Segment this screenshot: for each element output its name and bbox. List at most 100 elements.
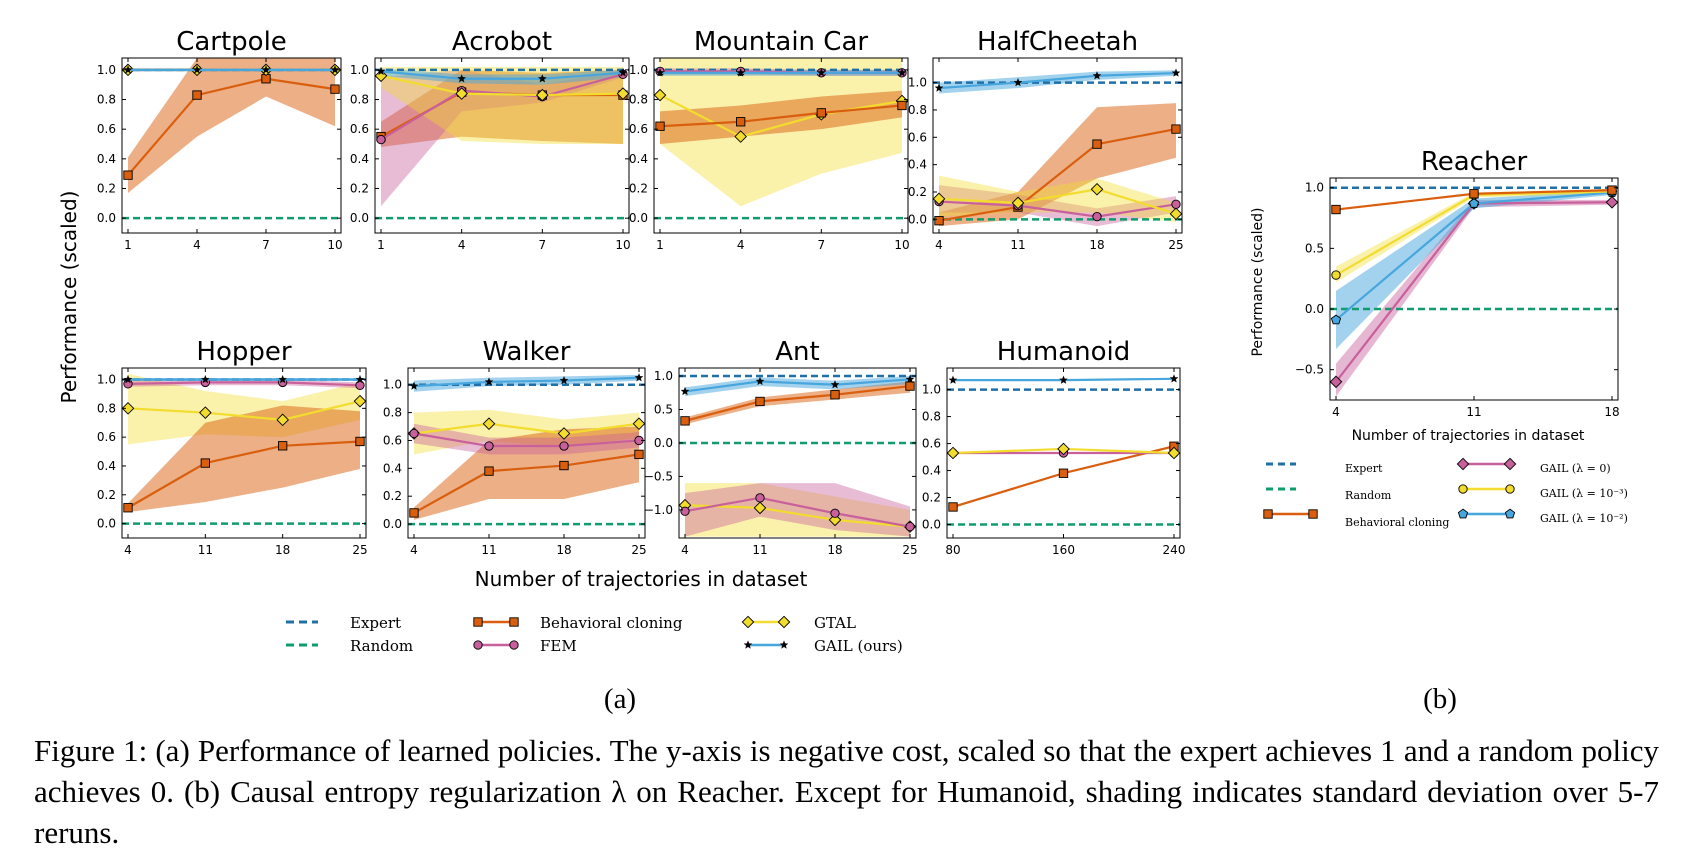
ytick-label-humanoid: 0.4 (922, 464, 941, 478)
point-l2-reacher (1330, 314, 1342, 325)
legend-marker-fem (1456, 457, 1470, 471)
ytick-label-cartpole: 0.0 (97, 211, 116, 225)
point-gail-mountain-car (897, 68, 907, 77)
ytick-label-humanoid: 0.0 (922, 518, 941, 532)
legend-a-bc-swatch (473, 617, 519, 627)
series-line-gtal-hopper (127, 400, 361, 421)
plot-area-walker (408, 373, 645, 526)
xtick-label-halfcheetah: 11 (1010, 238, 1025, 252)
chart-title-hopper: Hopper (196, 337, 291, 367)
point-bc-hopper (123, 503, 133, 513)
series-line-bc-ant (684, 384, 911, 422)
band-fem-ant (685, 483, 910, 537)
xtick-label-humanoid: 80 (945, 543, 960, 557)
chart-ant: Ant −1.0 −0.5 0.0 0.5 1.0 4 11 18 25 (644, 337, 918, 557)
xtick-label-acrobot: 4 (458, 238, 466, 252)
ytick-label-acrobot: 0.8 (350, 93, 369, 107)
ytick-label-mountain-car: 0.0 (629, 211, 648, 225)
chart-halfcheetah: HalfCheetah 0.0 0.2 0.4 0.6 0.8 1.0 4 11 18 25 (908, 27, 1184, 252)
series-line-gail-halfcheetah (938, 71, 1177, 90)
point-gtal-humanoid (1167, 446, 1180, 460)
plot-area-ant (679, 374, 916, 537)
point-gail-hopper (355, 374, 365, 384)
point-bc-cartpole (123, 170, 133, 180)
plot-area-acrobot (375, 66, 629, 220)
band-gtal-acrobot (381, 66, 623, 145)
ytick-label-mountain-car: 0.4 (629, 152, 648, 166)
xtick-label-cartpole: 4 (193, 238, 201, 252)
point-fem-ant (830, 508, 840, 518)
point-gail-hopper (278, 374, 288, 384)
legend-marker-bc (1263, 509, 1273, 519)
xtick-label-hopper: 25 (352, 543, 367, 557)
frame-halfcheetah (932, 57, 1183, 234)
legend-b-bc-label: Behavioral cloning (1345, 516, 1449, 529)
legend-a-bc-label: Behavioral cloning (540, 614, 683, 632)
chart-walker: Walker 0.0 0.2 0.4 0.6 0.8 1.0 4 11 18 25 (383, 337, 647, 557)
panel-b-xlabel: Number of trajectories in dataset (1352, 428, 1585, 444)
ytick-label-halfcheetah: 0.2 (908, 185, 927, 199)
plot-area-hopper (122, 373, 366, 525)
point-gail-cartpole (261, 65, 271, 74)
point-gtal-walker (557, 427, 571, 440)
chart-cartpole: Cartpole 0.0 0.2 0.4 0.6 0.8 1.0 1 4 7 10 (97, 27, 343, 252)
chart-acrobot: Acrobot 0.0 0.2 0.4 0.6 0.8 1.0 1 4 7 10 (350, 27, 631, 252)
ytick-label-halfcheetah: 0.6 (908, 130, 927, 144)
ytick-label-hopper: 0.6 (97, 430, 116, 444)
ytick-label-mountain-car: 0.6 (629, 122, 648, 136)
point-gail-cartpole (123, 65, 133, 74)
point-fem-ant (755, 493, 765, 503)
legend-a-fem-label: FEM (540, 637, 577, 655)
legend-marker-gtal (741, 615, 755, 629)
ytick-label-walker: 0.2 (383, 489, 402, 503)
xtick-label-ant: 11 (752, 543, 767, 557)
point-gail-acrobot (537, 74, 547, 83)
legend-marker-gail (1457, 508, 1469, 519)
ytick-label-walker: 1.0 (383, 378, 402, 392)
point-bc-walker (409, 508, 419, 518)
xtick-label-walker: 25 (631, 543, 646, 557)
series-line-fem-ant (684, 496, 911, 528)
ytick-label-humanoid: 0.6 (922, 437, 941, 451)
point-gtal-halfcheetah (933, 192, 946, 206)
point-fem-halfcheetah (1092, 211, 1102, 222)
frame-hopper (121, 367, 367, 539)
point-gail-halfcheetah (1092, 71, 1102, 80)
xtick-label-hopper: 11 (198, 543, 213, 557)
ytick-label-cartpole: 0.4 (97, 152, 116, 166)
xtick-label-halfcheetah: 4 (935, 238, 943, 252)
xtick-label-walker: 11 (481, 543, 496, 557)
ytick-label-ant: −1.0 (644, 503, 673, 517)
xtick-label-mountain-car: 7 (818, 238, 826, 252)
plot-area-reacher (1330, 185, 1618, 397)
point-gail-mountain-car (816, 68, 826, 77)
point-fem-walker (409, 428, 419, 439)
ytick-label-cartpole: 1.0 (97, 63, 116, 77)
point-bc-ant (830, 390, 840, 400)
legend-b-l0-swatch (1456, 457, 1517, 471)
point-gail-mountain-car (655, 68, 665, 77)
chart-title-walker: Walker (482, 337, 570, 367)
ytick-label-ant: 1.0 (654, 369, 673, 383)
point-gail-humanoid (948, 375, 958, 384)
ytick-label-acrobot: 0.4 (350, 152, 369, 166)
point-bc-halfcheetah (934, 216, 944, 226)
panel-a-xlabel: Number of trajectories in dataset (475, 567, 808, 591)
point-gtal-acrobot (536, 88, 549, 102)
ytick-label-hopper: 1.0 (97, 373, 116, 387)
ytick-label-reacher: 0.0 (1305, 302, 1324, 316)
point-bc-humanoid (1058, 468, 1069, 478)
point-gail-halfcheetah (1171, 68, 1181, 77)
ytick-label-mountain-car: 0.2 (629, 182, 648, 196)
point-bc-humanoid (948, 502, 958, 512)
point-bc-mountain-car (655, 121, 665, 131)
point-gail-acrobot (618, 68, 628, 77)
band-fem-halfcheetah (939, 185, 1176, 227)
point-bc-walker (484, 466, 494, 476)
xtick-label-acrobot: 1 (377, 238, 385, 252)
series-line-gail-ant (684, 378, 911, 393)
legend-b-l2-swatch (1457, 508, 1516, 519)
point-l0-reacher (1330, 375, 1343, 389)
chart-title-halfcheetah: HalfCheetah (977, 27, 1138, 57)
xtick-label-cartpole: 10 (327, 238, 342, 252)
